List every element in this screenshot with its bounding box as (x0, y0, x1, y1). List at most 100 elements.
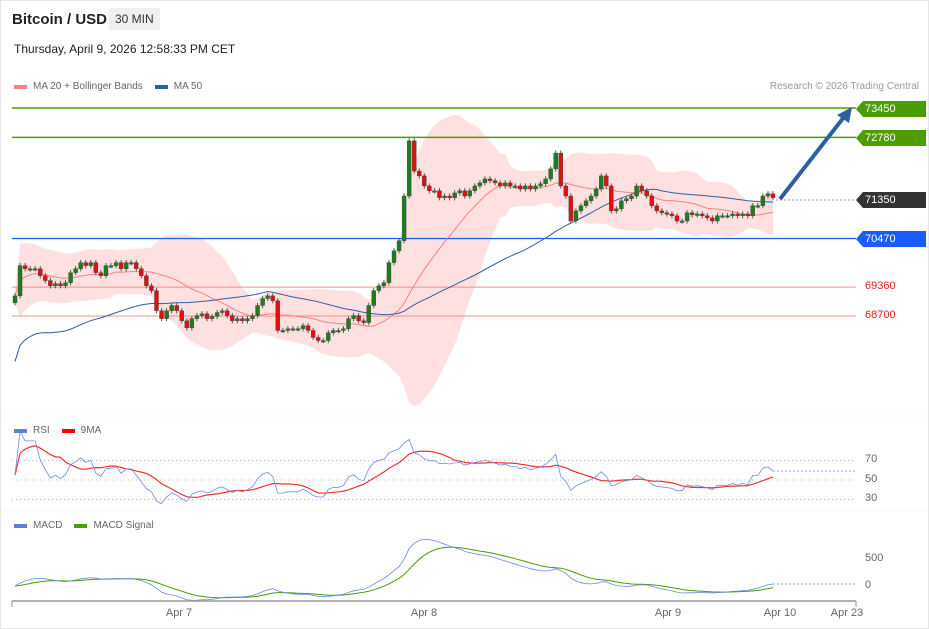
candle-body (705, 215, 710, 219)
candle-body (740, 213, 745, 216)
rsi-axis-70: 70 (865, 453, 878, 465)
main-legend: MA 20 + Bollinger Bands MA 50 (14, 81, 202, 92)
candle-body (619, 200, 624, 209)
candle-body (63, 282, 68, 286)
ma20-swatch (14, 84, 27, 89)
candle-body (376, 285, 382, 291)
macd-signal-line (14, 546, 774, 599)
rsi-legend-label: RSI (33, 425, 50, 436)
candle-body (356, 315, 361, 322)
candle-body (568, 195, 574, 222)
candle-body (169, 305, 174, 311)
candle-body (422, 175, 427, 187)
candle-body (280, 330, 286, 333)
candle-body (725, 215, 730, 218)
candle-body (316, 337, 321, 341)
candle-body (48, 280, 53, 286)
candle-body (401, 195, 407, 241)
candle-body (53, 283, 58, 286)
candle-body (396, 240, 402, 251)
candle-body (452, 192, 457, 198)
candle-body (654, 205, 659, 212)
forecast-arrowhead (837, 107, 852, 123)
candle-body (715, 215, 720, 222)
candle-body (341, 328, 346, 331)
candle-body (189, 318, 195, 329)
candle-body (487, 178, 493, 181)
candle-body (457, 190, 462, 194)
candle-body (129, 262, 134, 265)
candle-body (123, 262, 129, 269)
date-label: Apr 23 (830, 607, 864, 619)
candle-body (664, 212, 670, 215)
timestamp: Thursday, April 9, 2026 12:58:33 PM CET (14, 42, 236, 56)
candle-body (730, 213, 735, 216)
candle-body (406, 140, 412, 197)
candle-body (27, 268, 33, 271)
candle-body (204, 313, 210, 319)
date-label: Apr 8 (410, 607, 438, 619)
candle-body (593, 188, 599, 197)
candle-body (720, 215, 725, 218)
candle-body (770, 193, 776, 198)
candle-body (492, 180, 498, 184)
rsi-axis-30: 30 (865, 492, 878, 504)
candle-body (310, 330, 316, 338)
candle-body (533, 185, 538, 190)
candle-body (548, 168, 553, 180)
candle-body (295, 328, 301, 331)
candle-body (386, 262, 392, 283)
candle-body (38, 268, 43, 276)
candle-body (219, 310, 225, 313)
timeframe-button[interactable]: 30 MIN (109, 8, 160, 30)
candle-body (710, 217, 715, 222)
candle-body (624, 198, 629, 202)
candle-body (427, 185, 432, 191)
candle-body (194, 315, 200, 319)
candle-body (745, 213, 750, 216)
candle-body (508, 182, 513, 187)
macd-line (14, 538, 774, 601)
candle-body (442, 195, 447, 198)
candle-body (629, 195, 634, 199)
candle-body (462, 190, 467, 197)
resistance-1-tag: 72780 (856, 130, 926, 146)
rsi-ma-legend-label: 9MA (80, 425, 102, 436)
candle-body (679, 220, 685, 223)
candle-body (240, 318, 245, 322)
candle-body (336, 330, 341, 333)
candle-body (588, 195, 594, 202)
candle-body (199, 313, 205, 316)
candle-body (235, 318, 240, 322)
candle-body (139, 268, 144, 276)
candle-body (144, 275, 149, 286)
current-price-tag: 71350 (856, 192, 926, 208)
rsi-line (14, 429, 774, 505)
candle-body (735, 213, 740, 216)
support-1-label: 69360 (865, 280, 896, 292)
candle-body (134, 262, 139, 269)
candle-body (83, 262, 88, 266)
candle-body (659, 210, 665, 213)
candle-body (58, 283, 63, 286)
candle-body (214, 312, 220, 317)
candle-body (755, 205, 761, 208)
rsi-legend: RSI 9MA (14, 425, 101, 436)
candle-body (700, 213, 705, 216)
candle-body (578, 205, 584, 212)
candle-body (321, 340, 326, 343)
date-label: Apr 7 (165, 607, 193, 619)
ma50-legend: MA 50 (173, 81, 203, 92)
candle-body (604, 175, 609, 187)
candle-body (477, 182, 483, 187)
candle-body (482, 178, 488, 184)
candle-body (553, 152, 558, 170)
rsi-ma-swatch (61, 428, 75, 433)
candle-body (695, 213, 700, 216)
candle-body (573, 210, 579, 222)
candle-body (88, 262, 94, 266)
candle-body (558, 152, 563, 187)
ma20-legend: MA 20 + Bollinger Bands (33, 81, 143, 92)
candle-body (563, 185, 569, 197)
